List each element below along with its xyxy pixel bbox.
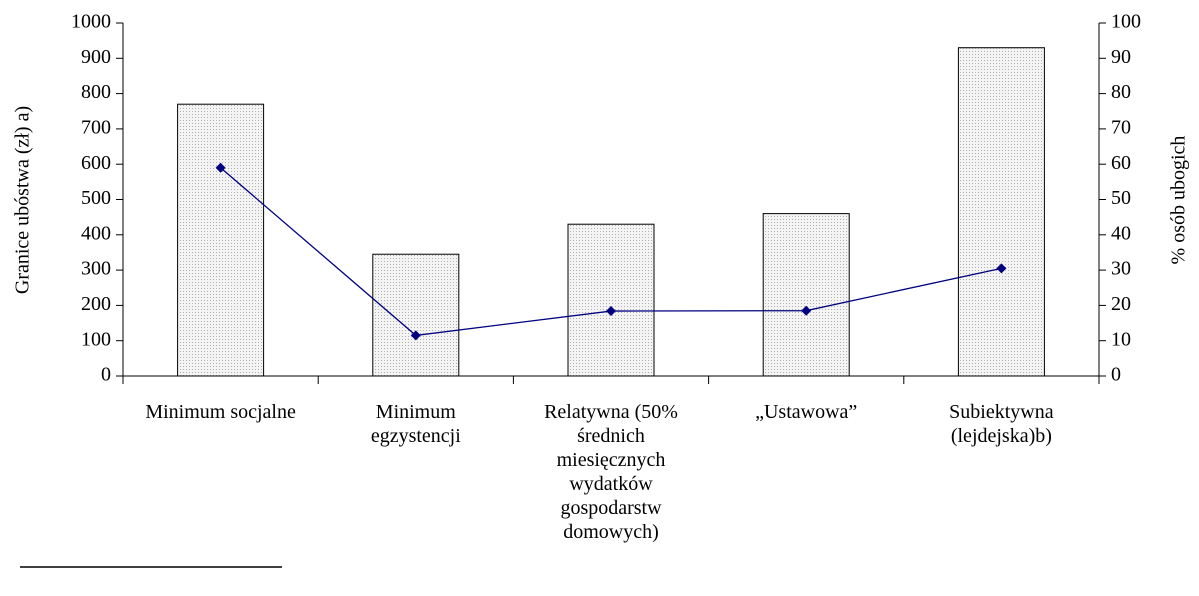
y-tick-label: 200: [81, 293, 111, 315]
y2-axis-label: % osób ubogich: [1168, 136, 1190, 265]
y2-tick-label: 60: [1111, 152, 1131, 174]
line-marker: [215, 162, 226, 173]
y2-tick-label: 30: [1111, 258, 1131, 280]
y-tick-label: 800: [81, 81, 111, 103]
y-tick-label: 300: [81, 258, 111, 280]
y-tick-label: 400: [81, 222, 111, 244]
y2-tick-label: 70: [1111, 116, 1131, 138]
y-tick-label: 0: [101, 364, 111, 386]
y2-tick-label: 50: [1111, 187, 1131, 209]
x-tick-label: Relatywna (50% średnich miesięcznych wyd…: [544, 401, 678, 543]
line-marker: [801, 305, 812, 316]
x-tick-label: Minimum socjalne: [145, 401, 296, 423]
y2-tick-label: 20: [1111, 293, 1131, 315]
bar: [762, 213, 850, 377]
line-marker: [996, 263, 1007, 274]
y-tick-label: 100: [81, 328, 111, 350]
x-tick-label: „Ustawowa”: [755, 401, 858, 423]
bar: [957, 47, 1045, 377]
y2-tick-label: 10: [1111, 328, 1131, 350]
y-tick-label: 900: [81, 46, 111, 68]
y-tick-label: 1000: [71, 11, 111, 33]
line-marker: [606, 306, 616, 317]
y-axis-label: Granice ubóstwa (zł) a): [12, 106, 34, 294]
y2-tick-label: 80: [1111, 81, 1131, 103]
bar: [177, 103, 265, 377]
y-tick-label: 500: [81, 187, 111, 209]
y2-tick-label: 90: [1111, 46, 1131, 68]
y2-tick-label: 100: [1111, 11, 1141, 33]
x-tick-label: Subiektywna (lejdejska)b): [949, 401, 1054, 447]
bar: [567, 223, 655, 377]
y-tick-label: 700: [81, 116, 111, 138]
bar: [372, 253, 460, 377]
line-marker: [410, 330, 421, 341]
y2-tick-label: 40: [1111, 222, 1131, 244]
y-tick-label: 600: [81, 152, 111, 174]
y2-tick-label: 0: [1111, 364, 1121, 386]
x-tick-label: Minimum egzystencji: [370, 401, 461, 447]
